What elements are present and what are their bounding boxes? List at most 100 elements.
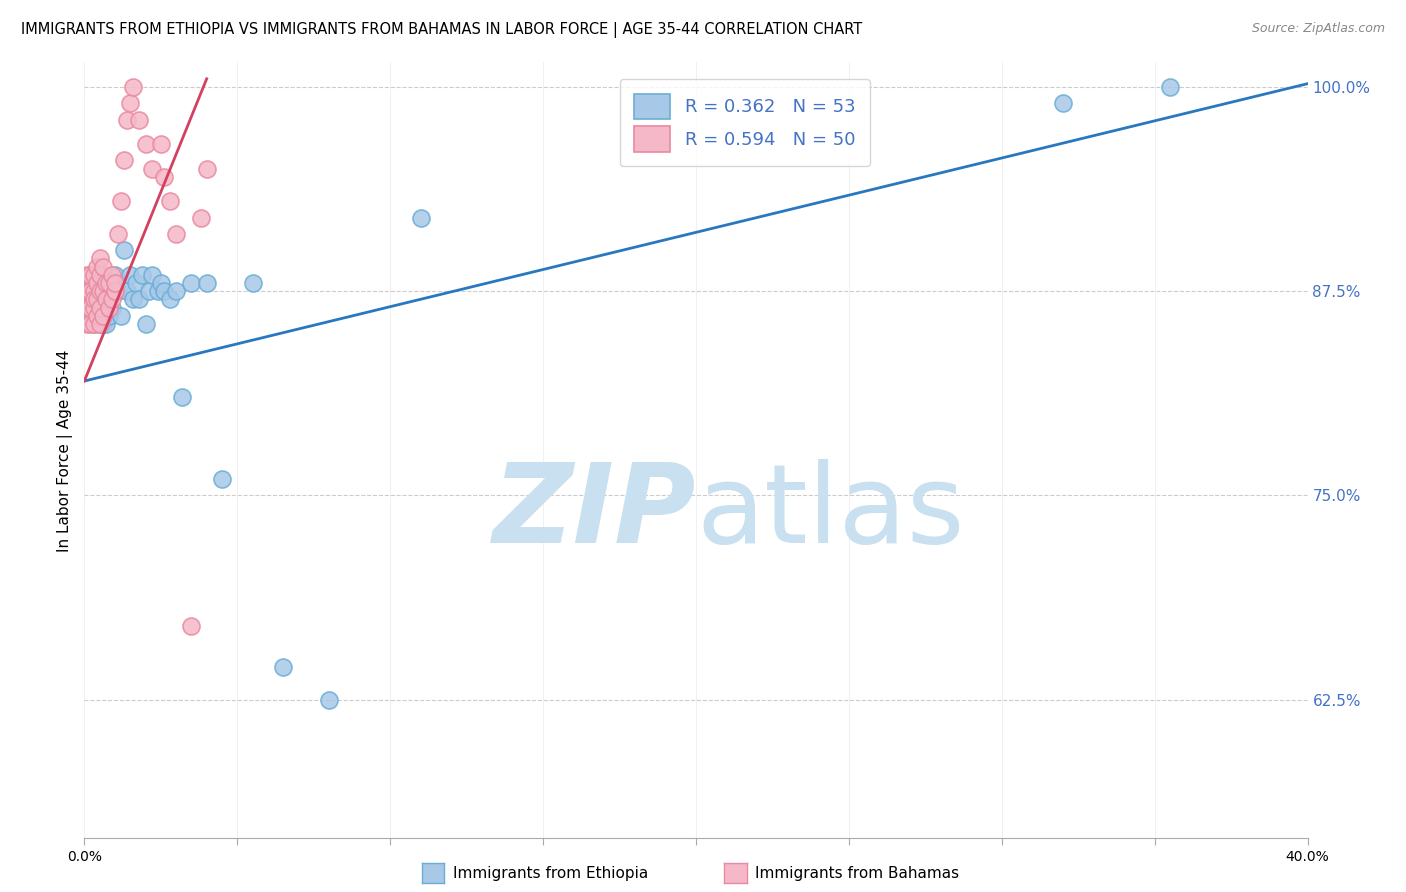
Point: [318, 692, 340, 706]
Point: [76, 284, 98, 298]
Point: [89, 268, 111, 282]
Point: [89, 301, 111, 315]
Point: [104, 284, 127, 298]
Point: [128, 293, 150, 307]
Point: [110, 194, 132, 209]
Text: ZIP: ZIP: [492, 459, 696, 566]
Point: [146, 284, 169, 298]
Point: [97, 309, 120, 323]
Point: [86, 284, 108, 298]
Text: Immigrants from Ethiopia: Immigrants from Ethiopia: [453, 866, 648, 880]
Text: Immigrants from Bahamas: Immigrants from Bahamas: [755, 866, 959, 880]
Point: [83, 317, 105, 331]
Point: [91, 284, 114, 298]
Point: [86, 293, 108, 307]
Point: [97, 284, 120, 298]
Point: [83, 317, 105, 331]
Point: [89, 301, 111, 315]
Point: [94, 276, 117, 290]
Point: [86, 309, 108, 323]
Point: [94, 293, 117, 307]
Point: [101, 301, 124, 315]
Point: [83, 301, 105, 315]
Point: [86, 268, 108, 282]
Point: [141, 268, 163, 282]
Point: [91, 317, 114, 331]
Point: [89, 284, 111, 298]
Point: [195, 276, 218, 290]
Point: [97, 301, 120, 315]
Point: [112, 153, 135, 168]
Point: [122, 293, 145, 307]
Point: [101, 276, 124, 290]
Legend: R = 0.362   N = 53, R = 0.594   N = 50: R = 0.362 N = 53, R = 0.594 N = 50: [620, 79, 870, 167]
Point: [159, 194, 181, 209]
Point: [91, 284, 114, 298]
Point: [242, 276, 264, 290]
Point: [79, 268, 101, 282]
Point: [128, 112, 150, 127]
Text: Source: ZipAtlas.com: Source: ZipAtlas.com: [1251, 22, 1385, 36]
Point: [1159, 79, 1181, 94]
Point: [149, 137, 172, 152]
Point: [153, 169, 176, 184]
Point: [141, 161, 163, 176]
Point: [79, 284, 101, 298]
Point: [76, 293, 98, 307]
Point: [190, 211, 212, 225]
Point: [104, 268, 127, 282]
Point: [76, 293, 98, 307]
Point: [83, 268, 105, 282]
Point: [211, 472, 233, 486]
Point: [79, 284, 101, 298]
Point: [89, 252, 111, 266]
Point: [94, 276, 117, 290]
Point: [89, 284, 111, 298]
Point: [97, 276, 120, 290]
Point: [76, 309, 98, 323]
Point: [138, 284, 160, 298]
Point: [110, 309, 132, 323]
Point: [195, 161, 218, 176]
Point: [91, 309, 114, 323]
Point: [76, 268, 98, 282]
Point: [94, 293, 117, 307]
Point: [131, 268, 153, 282]
Text: atlas: atlas: [696, 459, 965, 566]
Point: [180, 276, 202, 290]
Point: [1052, 96, 1074, 111]
Point: [159, 293, 181, 307]
Point: [120, 96, 142, 111]
Point: [83, 284, 105, 298]
Point: [94, 317, 117, 331]
Point: [91, 260, 114, 274]
Point: [271, 660, 294, 674]
Point: [115, 112, 138, 127]
Point: [107, 284, 129, 298]
Point: [149, 276, 172, 290]
Point: [409, 211, 432, 225]
Point: [89, 317, 111, 331]
Point: [83, 293, 105, 307]
Point: [79, 317, 101, 331]
Point: [165, 227, 187, 241]
Text: IMMIGRANTS FROM ETHIOPIA VS IMMIGRANTS FROM BAHAMAS IN LABOR FORCE | AGE 35-44 C: IMMIGRANTS FROM ETHIOPIA VS IMMIGRANTS F…: [21, 22, 862, 38]
Point: [76, 301, 98, 315]
Point: [86, 301, 108, 315]
Point: [101, 268, 124, 282]
Point: [115, 284, 138, 298]
Point: [86, 260, 108, 274]
Point: [135, 137, 157, 152]
Point: [86, 276, 108, 290]
Point: [120, 268, 142, 282]
Point: [104, 284, 127, 298]
Point: [135, 317, 157, 331]
Point: [180, 619, 202, 633]
Point: [122, 79, 145, 94]
Y-axis label: In Labor Force | Age 35-44: In Labor Force | Age 35-44: [58, 350, 73, 551]
Point: [112, 244, 135, 258]
Point: [172, 390, 194, 404]
Point: [83, 276, 105, 290]
Point: [79, 268, 101, 282]
Point: [165, 284, 187, 298]
